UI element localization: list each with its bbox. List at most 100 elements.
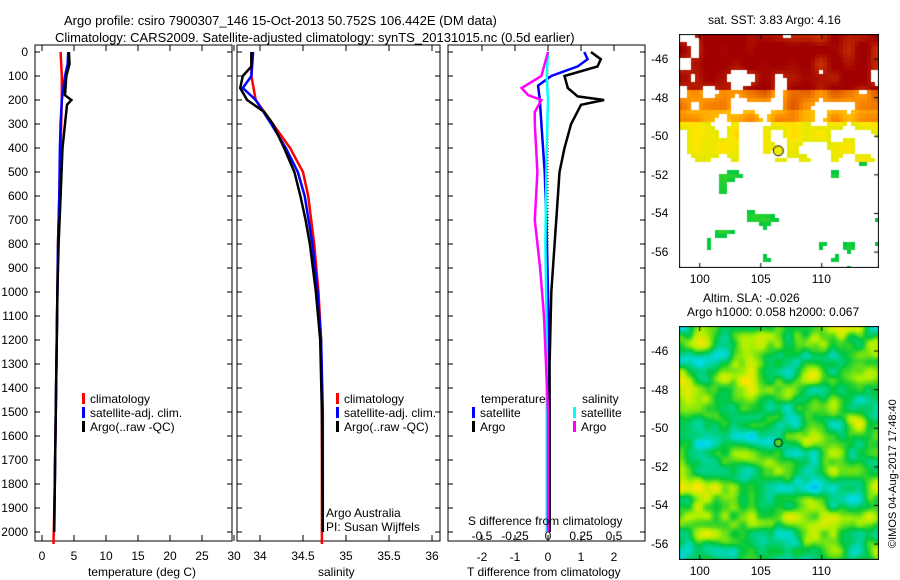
legend-argo: Argo(..raw -QC)	[90, 420, 175, 434]
x-tick-label: -1	[510, 550, 521, 564]
sla-map-y-tick-label: -54	[651, 498, 669, 513]
x-tick-label: 2	[611, 550, 618, 564]
legend-temp-title: temperature	[481, 392, 546, 406]
sla-map-x-tick-label: 105	[750, 564, 771, 578]
y-tick-label: 600	[8, 189, 28, 203]
y-tick-label: 1900	[1, 501, 28, 515]
legend-t-argo: Argo	[480, 420, 506, 434]
title-line2: Climatology: CARS2009. Satellite-adjuste…	[55, 30, 575, 45]
sla-map-y-tick-label: -56	[651, 537, 669, 552]
annotation-line1: Argo Australia	[326, 506, 401, 520]
y-tick-label: 1500	[1, 405, 28, 419]
legend-satellite: satellite-adj. clim.	[344, 406, 437, 420]
sla-map-x-tick-label: 110	[811, 564, 831, 578]
sst-map-y-tick-label: -46	[651, 52, 669, 67]
x2-tick-label: 0.5	[606, 529, 623, 543]
y-tick-label: 700	[8, 213, 28, 227]
series-argo-raw-qc-	[238, 52, 325, 533]
x-tick-label: 0	[545, 550, 552, 564]
legend-argo: Argo(..raw -QC)	[344, 420, 429, 434]
sla-map-y-tick-label: -50	[651, 421, 669, 436]
x-tick-label: 30	[227, 549, 241, 563]
sla-map-y-tick-label: -48	[651, 382, 669, 397]
legend-s-argo: Argo	[581, 420, 607, 434]
y-tick-label: 100	[8, 69, 28, 83]
x-tick-label: 20	[163, 549, 177, 563]
annotation-line2: PI: Susan Wijffels	[326, 520, 420, 534]
panel-salinity-frame	[236, 44, 441, 542]
s-diff-axis-label: S difference from climatology	[468, 514, 623, 528]
sst-map-y-tick-label: -52	[651, 167, 669, 182]
x-tick-label: 10	[99, 549, 113, 563]
sst-map-x-tick-label: 110	[811, 272, 831, 286]
y-tick-label: 1800	[1, 477, 28, 491]
x-tick-label: -2	[477, 550, 488, 564]
series-t-satellite	[536, 51, 590, 532]
series-climatology	[250, 52, 324, 544]
title-line1: Argo profile: csiro 7900307_146 15-Oct-2…	[64, 13, 497, 28]
sal-axis-label: salinity	[318, 565, 355, 579]
t-diff-axis-label: T difference from climatology	[467, 565, 621, 579]
y-tick-label: 1000	[1, 285, 28, 299]
temp-axis-label: temperature (deg C)	[88, 565, 197, 579]
x2-tick-label: 0	[545, 529, 552, 543]
x-tick-label: 5	[71, 549, 78, 563]
x-tick-label: 1	[578, 550, 585, 564]
y-tick-label: 1100	[2, 309, 28, 323]
y-tick-label: 2000	[1, 525, 28, 539]
x-tick-label: 35.5	[377, 549, 401, 563]
legend-satellite: satellite-adj. clim.	[90, 406, 183, 420]
series-satellite-adj-clim-	[241, 51, 325, 532]
sst-map-y-tick-label: -50	[651, 129, 669, 144]
y-tick-label: 1600	[1, 429, 28, 443]
sst-map-title: sat. SST: 3.83 Argo: 4.16	[708, 13, 841, 27]
x-tick-label: 25	[195, 549, 209, 563]
legend-sal-title: salinity	[582, 392, 619, 406]
y-tick-label: 200	[8, 93, 28, 107]
diff-legend-salinity: salinity satellite Argo	[573, 392, 622, 434]
x-tick-label: 35	[339, 549, 353, 563]
y-tick-label: 1400	[1, 381, 28, 395]
y-tick-label: 1200	[1, 333, 28, 347]
sla-map-title1: Altim. SLA: -0.026	[703, 291, 800, 305]
credit: ©IMOS 04-Aug-2017 17:48:40	[887, 399, 899, 548]
sst-map-y-tick-label: -56	[651, 245, 669, 260]
y-tick-label: 800	[8, 237, 28, 251]
y-tick-label: 400	[8, 141, 28, 155]
x-tick-label: 0	[39, 549, 46, 563]
sla-map-x-tick-label: 100	[689, 564, 710, 578]
legend-climatology: climatology	[90, 392, 151, 406]
sal-legend: climatology satellite-adj. clim. Argo(..…	[336, 392, 436, 434]
legend-t-satellite: satellite	[480, 406, 521, 420]
x2-tick-label: -0.5	[472, 529, 493, 543]
temp-legend: climatology satellite-adj. clim. Argo(..…	[82, 392, 182, 434]
sst-map-y-tick-label: -48	[651, 90, 669, 105]
y-tick-label: 500	[8, 165, 28, 179]
y-tick-label: 1700	[1, 453, 28, 467]
sla-map	[679, 326, 879, 560]
x-tick-label: 15	[131, 549, 145, 563]
panel-temperature-frame	[34, 44, 233, 542]
y-tick-label: 0	[21, 45, 28, 59]
sst-map-x-tick-label: 100	[689, 272, 710, 286]
x2-tick-label: 0.25	[569, 529, 593, 543]
series-argo-raw-qc-	[52, 51, 74, 533]
series-s-argo	[519, 51, 550, 532]
series-t-argo	[548, 50, 605, 532]
argo-annotation: Argo Australia PI: Susan Wijffels	[326, 506, 420, 534]
x2-tick-label: -0.25	[501, 529, 529, 543]
x-tick-label: 34.5	[291, 549, 315, 563]
sst-map	[679, 34, 879, 268]
sst-map-x-tick-label: 105	[750, 272, 771, 286]
legend-climatology: climatology	[344, 392, 405, 406]
diff-legend-temperature: temperature satellite Argo	[472, 392, 546, 434]
x-tick-label: 36	[425, 549, 439, 563]
x-tick-label: 34	[253, 549, 267, 563]
y-tick-label: 900	[8, 261, 28, 275]
series-s-satellite	[544, 51, 550, 532]
sla-map-y-tick-label: -46	[651, 344, 669, 359]
sla-map-title2: Argo h1000: 0.058 h2000: 0.067	[687, 305, 860, 319]
sst-map-y-tick-label: -54	[651, 206, 669, 221]
